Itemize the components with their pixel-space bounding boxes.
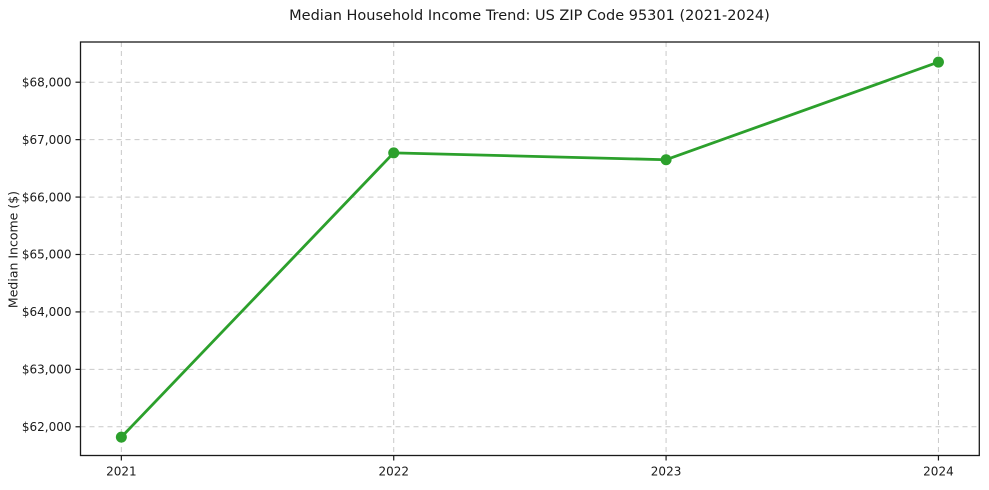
x-tick-label: 2023 [651, 465, 682, 479]
data-point-2023 [660, 154, 672, 166]
x-tick-label: 2021 [106, 465, 137, 479]
data-point-2024 [932, 56, 944, 68]
y-tick-label: $68,000 [22, 75, 72, 89]
y-tick-label: $63,000 [22, 363, 72, 377]
y-tick-label: $66,000 [22, 190, 72, 204]
x-tick-label: 2022 [378, 465, 409, 479]
y-tick-label: $65,000 [22, 248, 72, 262]
x-tick-label: 2024 [923, 465, 954, 479]
plot-frame [79, 41, 980, 457]
y-tick-label: $64,000 [22, 305, 72, 319]
y-tick-label: $67,000 [22, 133, 72, 147]
data-point-2021 [115, 431, 127, 443]
chart-title: Median Household Income Trend: US ZIP Co… [289, 8, 770, 24]
y-tick-label: $62,000 [22, 420, 72, 434]
trend-line [119, 60, 940, 439]
data-point-2022 [388, 147, 400, 159]
